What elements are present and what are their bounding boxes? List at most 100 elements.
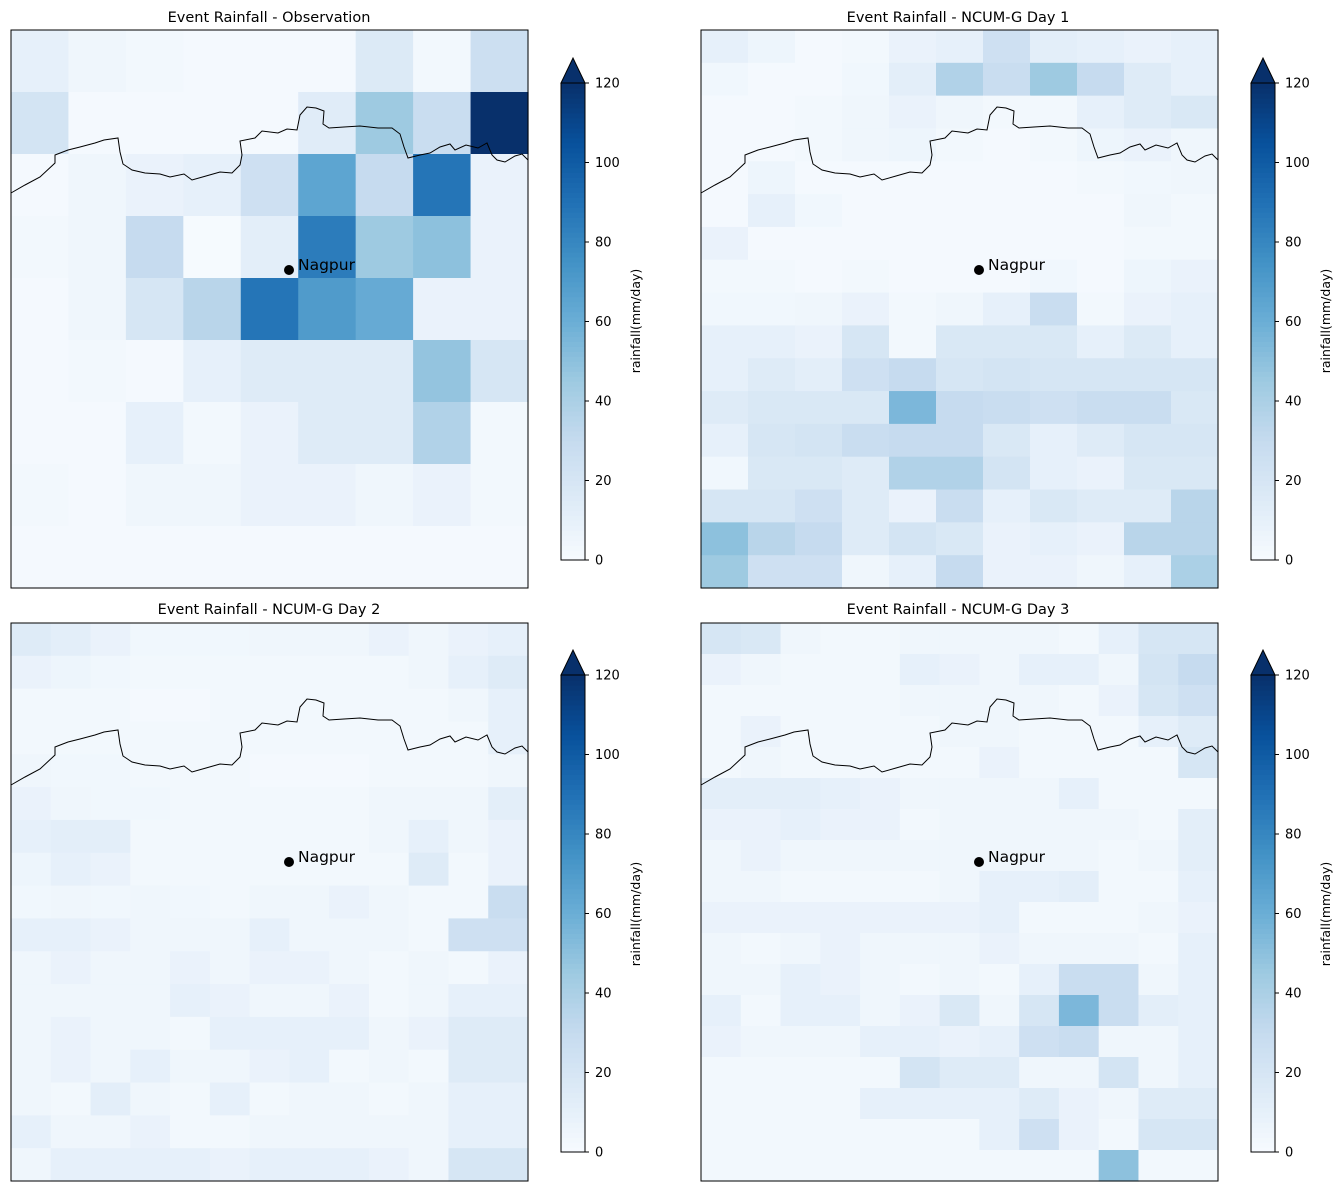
colorbar-segment (561, 843, 585, 850)
heatmap-cell (1171, 358, 1219, 392)
colorbar-segment (1251, 1067, 1275, 1074)
colorbar-segment (1251, 490, 1275, 497)
heatmap-cell (408, 1049, 450, 1084)
heatmap-cell (488, 1016, 529, 1051)
heatmap-cell (1178, 778, 1219, 810)
heatmap-cell (820, 1026, 861, 1058)
colorbar-segment (1251, 296, 1275, 303)
heatmap-cell (355, 340, 414, 403)
heatmap-cell (748, 30, 796, 64)
heatmap-cell (1178, 1119, 1219, 1151)
colorbar-segment (561, 480, 585, 487)
heatmap-cell (329, 623, 370, 657)
heatmap-cell (249, 1082, 290, 1116)
colorbar-segment (561, 1082, 585, 1089)
heatmap-cell (90, 951, 131, 985)
colorbar-segment (1251, 83, 1275, 89)
heatmap-cell (1077, 62, 1125, 97)
colorbar-segment (561, 938, 585, 944)
heatmap-cells (701, 30, 1219, 589)
colorbar-segment (1251, 1097, 1275, 1103)
heatmap-cell (209, 1148, 251, 1182)
heatmap-cell (701, 358, 749, 392)
heatmap-cell (240, 526, 299, 589)
heatmap-cell (1178, 716, 1219, 748)
heatmap-cell (298, 154, 357, 217)
heatmap-cell (939, 809, 980, 841)
colorbar-segment (561, 251, 585, 258)
heatmap-cell (1058, 840, 1100, 872)
colorbar-segment (1251, 97, 1275, 104)
heatmap-cell (50, 1148, 92, 1182)
colorbar-segment (1251, 246, 1275, 253)
heatmap-cell (701, 259, 749, 294)
colorbar-segment (561, 1007, 585, 1014)
heatmap-cell (408, 688, 450, 723)
heatmap-cell (1019, 1150, 1060, 1182)
heatmap-cell (355, 402, 414, 465)
colorbar-segment (1251, 281, 1275, 288)
colorbar-segment (561, 266, 585, 273)
heatmap-cell (701, 62, 749, 97)
heatmap-cell (939, 747, 980, 779)
heatmap-cell (68, 464, 127, 527)
heatmap-cell (936, 62, 984, 97)
colorbar-tick-label: 80 (595, 828, 612, 843)
heatmap-cell (936, 194, 984, 228)
heatmap-cell (1030, 292, 1078, 327)
heatmap-cell (298, 216, 357, 279)
heatmap-cell (125, 278, 184, 341)
colorbar-segment (561, 873, 585, 880)
colorbar-segment (1251, 540, 1275, 546)
colorbar-segment (1251, 495, 1275, 501)
heatmap-cell (125, 216, 184, 279)
heatmap-cell (125, 402, 184, 465)
heatmap-cell (1124, 423, 1172, 458)
heatmap-cell (1178, 1057, 1219, 1089)
heatmap-cell (740, 1088, 782, 1120)
heatmap-cell (899, 933, 941, 965)
heatmap-cell (68, 278, 127, 341)
heatmap-cell (1098, 1026, 1140, 1058)
colorbar-tick-label: 0 (595, 1146, 603, 1161)
colorbar-tick-label: 60 (1285, 907, 1302, 922)
heatmap-cell (408, 951, 450, 985)
colorbar-segment (1251, 983, 1275, 989)
heatmap-cell (408, 1115, 450, 1149)
heatmap-cell (50, 819, 92, 854)
heatmap-cell (11, 402, 70, 465)
heatmap-cell (795, 62, 843, 97)
colorbar-segment (561, 1142, 585, 1148)
heatmap-cell (368, 918, 410, 952)
heatmap-cell (329, 918, 370, 952)
heatmap-cell (130, 984, 171, 1018)
colorbar-segment (1251, 724, 1275, 731)
colorbar-segment (561, 132, 585, 139)
heatmap-cell (170, 721, 211, 755)
heatmap-cell (820, 902, 861, 934)
heatmap-cell (209, 984, 251, 1018)
heatmap-cell (11, 1049, 52, 1084)
colorbar-segment (561, 391, 585, 397)
colorbar-segment (1251, 510, 1275, 516)
colorbar-segment (561, 291, 585, 298)
heatmap-cell (1077, 489, 1125, 523)
colorbar-segment (1251, 789, 1275, 795)
colorbar-segment (1251, 152, 1275, 159)
colorbar-segment (561, 1042, 585, 1049)
heatmap-cell (488, 655, 529, 690)
heatmap-cell (209, 655, 251, 690)
heatmap-cell (1124, 522, 1172, 556)
heatmap-cell (408, 623, 450, 657)
heatmap-cell (1058, 1150, 1100, 1182)
heatmap-cell (1030, 259, 1078, 294)
colorbar-segment (1251, 794, 1275, 800)
heatmap-cell (795, 325, 843, 359)
heatmap-cell (1138, 716, 1179, 748)
colorbar-segment (561, 147, 585, 154)
colorbar-segment (1251, 799, 1275, 805)
heatmap-cell (1138, 1150, 1179, 1182)
heatmap-cell (368, 819, 410, 854)
heatmap-cell (249, 1115, 290, 1149)
colorbar-segment (561, 425, 585, 432)
